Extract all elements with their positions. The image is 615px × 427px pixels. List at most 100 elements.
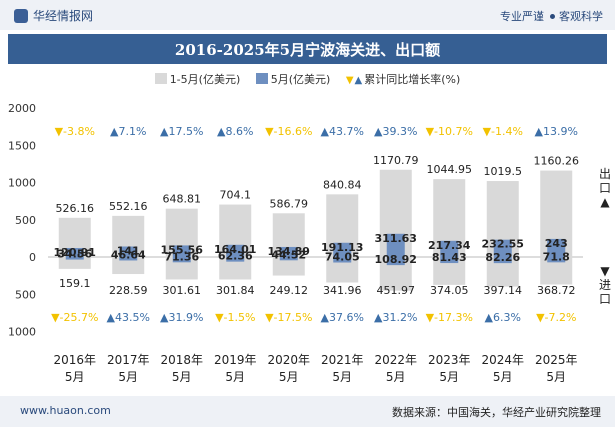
export-month-bar [119,246,138,257]
export-growth-label: ▼-16.6% [265,125,312,138]
import-month-bar [333,257,352,263]
export-month-bar [279,246,298,257]
import-total-label: 249.12 [270,284,309,297]
legend-total-label: 1-5月(亿美元) [169,73,241,86]
import-total-label: 301.61 [163,284,202,297]
export-growth-label: ▲17.5% [160,125,203,138]
export-side-text: 出口 [598,167,611,195]
x-tick-label-year: 2021年 [321,353,364,367]
x-tick-label-year: 2024年 [481,353,524,367]
x-tick-label-month: 5月 [65,370,85,384]
import-total-label: 451.97 [377,284,416,297]
import-growth-label: ▼-7.2% [536,311,576,324]
legend-month-label: 5月(亿美元) [270,73,331,86]
tagline: 专业严谨 客观科学 [500,8,603,24]
export-month-label: 243 [545,237,568,250]
export-growth-label: ▲8.6% [217,125,253,138]
legend-total-swatch [154,73,167,84]
legend-total: 1-5月(亿美元) [154,71,241,87]
y-tick-label: 0 [29,251,36,264]
export-month-bar [493,239,512,257]
x-tick-label-month: 5月 [279,370,299,384]
import-total-label: 159.1 [59,277,91,290]
legend-growth: ▼▲ 累计同比增长率(%) [346,71,460,87]
x-tick-label-month: 5月 [386,370,406,384]
x-tick-label-month: 5月 [493,370,513,384]
export-month-label: 141 [117,244,140,257]
import-month-label: 34.56 [57,248,92,261]
import-month-label: 44.52 [271,248,306,261]
export-total-label: 1019.5 [484,165,523,178]
export-month-bar [440,240,459,257]
import-month-label: 81.43 [432,251,467,264]
import-growth-label: ▲37.6% [321,311,364,324]
brand-name: 华经情报网 [33,9,94,23]
legend-month-swatch [255,73,268,84]
import-side-text: 进口 [598,278,611,306]
import-month-label: 71.8 [543,250,570,263]
import-total-label: 368.72 [537,284,576,297]
import-total-bar [58,257,91,269]
export-month-label: 120.91 [54,246,96,259]
y-tick-label: 1000 [8,177,36,190]
x-tick-label-year: 2025年 [535,353,578,367]
import-month-label: 71.36 [164,250,199,263]
data-source: 数据来源：中国海关，华经产业研究院整理 [392,406,601,419]
import-total-label: 397.14 [484,284,523,297]
import-month-label: 62.36 [218,250,253,263]
export-month-label: 134.89 [268,245,310,258]
export-month-bar [547,238,566,257]
export-total-label: 840.84 [323,178,362,191]
tagline-a: 专业严谨 [500,10,544,23]
import-side-label: ▼ 进口 [598,264,612,306]
footer: www.huaon.com 数据来源：中国海关，华经产业研究院整理 [0,396,615,427]
x-tick-label-year: 2019年 [214,353,257,367]
export-growth-label: ▼-1.4% [483,125,523,138]
export-growth-label: ▲43.7% [321,125,364,138]
export-total-label: 1170.79 [373,154,419,167]
export-total-label: 586.79 [270,197,309,210]
import-total-label: 301.84 [216,284,255,297]
x-tick-label-year: 2018年 [160,353,203,367]
import-month-bar [279,257,298,261]
brand[interactable]: 华经情报网 [14,7,93,24]
import-month-label: 82.26 [485,251,520,264]
import-growth-label: ▲31.2% [374,311,417,324]
export-month-bar [386,233,405,257]
import-growth-label: ▼-17.5% [265,311,312,324]
export-total-label: 648.81 [163,193,202,206]
export-total-label: 1160.26 [534,155,580,168]
site-link[interactable]: www.huaon.com [20,404,111,417]
export-month-label: 164.01 [214,243,256,256]
x-tick-label-year: 2017年 [107,353,150,367]
dot-icon [550,14,555,19]
chart-title: 2016-2025年5月宁波海关进、出口额 [174,41,441,59]
x-tick-label-year: 2023年 [428,353,471,367]
title-bar: 2016-2025年5月宁波海关进、出口额 [8,34,607,64]
x-tick-label-month: 5月 [118,370,138,384]
import-arrow-icon: ▼ [600,264,610,278]
y-tick-label: 2000 [8,102,36,115]
import-month-bar [547,257,566,263]
x-tick-label-year: 2020年 [267,353,310,367]
import-growth-label: ▲31.9% [160,311,203,324]
import-total-label: 341.96 [323,284,362,297]
import-growth-label: ▲6.3% [485,311,521,324]
x-tick-label-month: 5月 [546,370,566,384]
import-month-bar [493,257,512,264]
import-month-label: 74.05 [325,251,360,264]
import-total-bar [272,257,305,276]
legend-month: 5月(亿美元) [255,71,331,87]
x-tick-label-year: 2016年 [53,353,96,367]
import-month-label: 46.64 [111,248,146,261]
y-tick-label: 1000 [8,326,36,339]
import-total-bar [219,257,252,280]
import-month-bar [226,257,245,262]
import-month-bar [119,257,138,261]
up-triangle-icon: ▲ [354,75,363,86]
import-growth-label: ▼-25.7% [51,311,98,324]
x-tick-label-month: 5月 [332,370,352,384]
import-growth-label: ▼-17.3% [426,311,473,324]
import-month-bar [172,257,191,263]
